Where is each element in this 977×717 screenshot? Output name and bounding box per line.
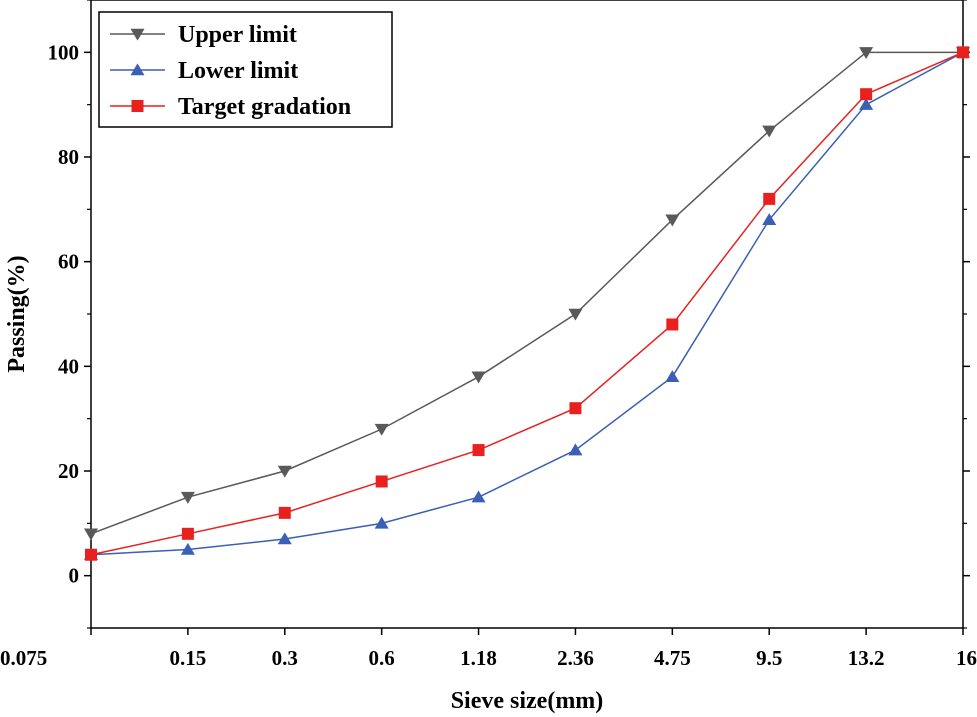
legend-label: Upper limit [178, 22, 297, 48]
data-point [859, 98, 874, 110]
series-line [90, 51, 964, 556]
x-tick-label: 4.75 [654, 646, 691, 670]
data-point [278, 506, 291, 519]
legend-marker [131, 100, 144, 112]
x-tick-label: 0.6 [369, 646, 395, 670]
data-point [180, 491, 195, 504]
data-point [762, 125, 777, 138]
data-point [471, 371, 486, 384]
data-point [277, 465, 292, 478]
x-tick-label: 0.15 [170, 646, 207, 670]
data-point [859, 47, 874, 59]
data-point [763, 192, 776, 205]
data-point [569, 402, 582, 415]
legend-label: Lower limit [178, 58, 298, 84]
series-line [90, 51, 963, 535]
x-tick-label: 9.5 [756, 646, 782, 670]
legend-marker [130, 28, 145, 41]
legend-item: Upper limit [110, 22, 297, 48]
data-point [84, 528, 98, 541]
y-axis-title: Passing(%) [4, 255, 30, 372]
data-point [374, 516, 389, 529]
data-point [568, 308, 583, 321]
x-tick-label: 0.075 [0, 646, 47, 670]
legend-item: Lower limit [110, 58, 298, 84]
x-axis-title: Sieve size(mm) [451, 688, 604, 714]
y-tick-label: 80 [58, 145, 79, 169]
data-point [375, 475, 388, 488]
series-layer [84, 45, 970, 561]
y-tick-label: 100 [48, 40, 80, 64]
legend-label: Target gradation [178, 94, 351, 120]
data-point [180, 542, 195, 555]
data-point [181, 527, 194, 540]
x-axis: 0.075 0.15 0.3 0.6 1.18 2.36 4.75 9.5 13.2 16 [0, 628, 977, 670]
data-point [665, 214, 680, 227]
data-point [666, 318, 679, 331]
data-point [762, 213, 777, 226]
data-point [277, 532, 292, 545]
y-tick-label: 60 [58, 250, 79, 274]
data-point [374, 423, 389, 436]
y-tick-label: 20 [58, 459, 79, 483]
legend: Upper limit Lower limit Target gradation [98, 11, 393, 128]
legend-marker [130, 63, 145, 76]
data-point [860, 88, 873, 101]
series-upper-limit [84, 47, 970, 541]
y-tick-label: 0 [69, 564, 80, 588]
x-tick-label: 16 [956, 646, 977, 670]
y-tick-label: 40 [58, 354, 79, 378]
data-point [85, 548, 97, 561]
x-tick-label: 0.3 [272, 646, 298, 670]
legend-item: Target gradation [110, 94, 351, 120]
x-tick-label: 2.36 [557, 646, 594, 670]
series-target-gradation [85, 46, 969, 561]
data-point [471, 490, 486, 503]
data-point [472, 444, 485, 457]
data-point [665, 370, 680, 383]
data-point [568, 443, 583, 456]
series-line [90, 51, 964, 556]
data-point [957, 46, 969, 59]
x-tick-label: 1.18 [460, 646, 497, 670]
x-tick-label: 13.2 [848, 646, 885, 670]
